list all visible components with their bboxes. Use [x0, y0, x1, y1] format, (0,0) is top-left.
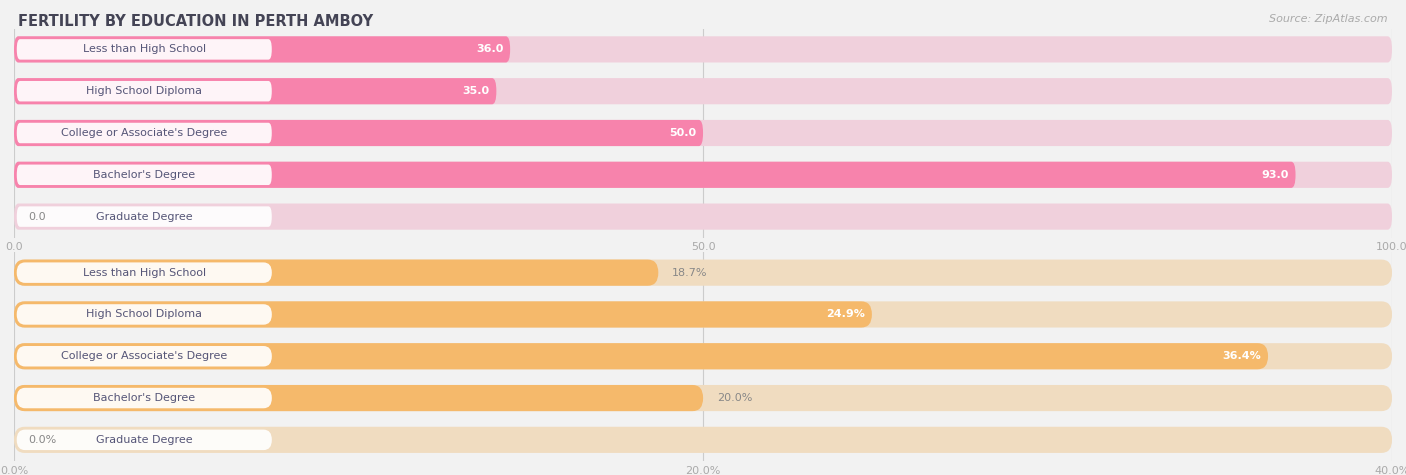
Text: 24.9%: 24.9% — [827, 309, 865, 320]
Text: 35.0: 35.0 — [463, 86, 489, 96]
FancyBboxPatch shape — [14, 36, 1392, 63]
Text: 0.0: 0.0 — [28, 211, 45, 222]
Text: 36.4%: 36.4% — [1222, 351, 1261, 361]
FancyBboxPatch shape — [14, 301, 872, 328]
FancyBboxPatch shape — [17, 81, 271, 102]
FancyBboxPatch shape — [14, 343, 1392, 370]
Text: Graduate Degree: Graduate Degree — [96, 211, 193, 222]
Text: FERTILITY BY EDUCATION IN PERTH AMBOY: FERTILITY BY EDUCATION IN PERTH AMBOY — [18, 14, 374, 29]
FancyBboxPatch shape — [17, 39, 271, 60]
FancyBboxPatch shape — [17, 429, 271, 450]
FancyBboxPatch shape — [14, 259, 1392, 286]
Text: Bachelor's Degree: Bachelor's Degree — [93, 393, 195, 403]
FancyBboxPatch shape — [14, 203, 1392, 230]
FancyBboxPatch shape — [14, 385, 703, 411]
Text: 93.0: 93.0 — [1261, 170, 1289, 180]
FancyBboxPatch shape — [14, 78, 1392, 104]
Text: 0.0%: 0.0% — [28, 435, 56, 445]
FancyBboxPatch shape — [14, 36, 510, 63]
FancyBboxPatch shape — [14, 259, 658, 286]
Text: Less than High School: Less than High School — [83, 44, 205, 55]
Text: Less than High School: Less than High School — [83, 267, 205, 278]
FancyBboxPatch shape — [14, 385, 1392, 411]
Text: High School Diploma: High School Diploma — [86, 309, 202, 320]
Text: College or Associate's Degree: College or Associate's Degree — [60, 128, 228, 138]
Text: High School Diploma: High School Diploma — [86, 86, 202, 96]
FancyBboxPatch shape — [14, 162, 1295, 188]
FancyBboxPatch shape — [14, 120, 703, 146]
Text: College or Associate's Degree: College or Associate's Degree — [60, 351, 228, 361]
Text: Graduate Degree: Graduate Degree — [96, 435, 193, 445]
Text: 20.0%: 20.0% — [717, 393, 752, 403]
FancyBboxPatch shape — [17, 123, 271, 143]
FancyBboxPatch shape — [14, 120, 1392, 146]
FancyBboxPatch shape — [14, 78, 496, 104]
FancyBboxPatch shape — [14, 343, 1268, 370]
FancyBboxPatch shape — [14, 427, 1392, 453]
FancyBboxPatch shape — [17, 262, 271, 283]
Text: 36.0: 36.0 — [475, 44, 503, 55]
Text: 50.0: 50.0 — [669, 128, 696, 138]
FancyBboxPatch shape — [17, 388, 271, 408]
FancyBboxPatch shape — [17, 164, 271, 185]
FancyBboxPatch shape — [14, 162, 1392, 188]
Text: 18.7%: 18.7% — [672, 267, 707, 278]
Text: Bachelor's Degree: Bachelor's Degree — [93, 170, 195, 180]
FancyBboxPatch shape — [17, 346, 271, 367]
FancyBboxPatch shape — [14, 301, 1392, 328]
FancyBboxPatch shape — [17, 206, 271, 227]
FancyBboxPatch shape — [17, 304, 271, 325]
Text: Source: ZipAtlas.com: Source: ZipAtlas.com — [1270, 14, 1388, 24]
